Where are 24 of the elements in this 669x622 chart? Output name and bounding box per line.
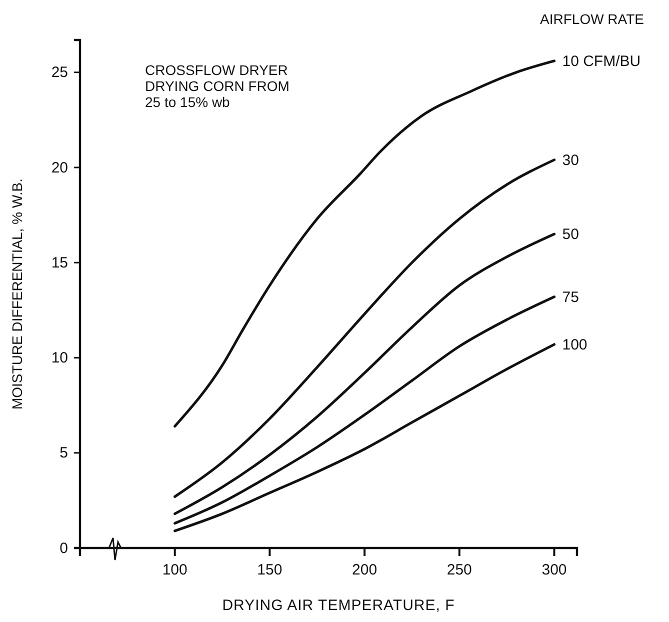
line-series [174, 158, 556, 498]
line-series [174, 343, 556, 532]
series-label: 100 [562, 336, 588, 354]
y-tick-label: 5 [60, 444, 68, 462]
x-tick-label: 150 [257, 562, 282, 579]
series-label: 50 [562, 226, 579, 244]
x-tick-label: 100 [162, 562, 188, 579]
y-tick-label: 20 [51, 159, 68, 176]
y-tick-label: 15 [51, 254, 68, 272]
line-series [174, 232, 556, 516]
y-axis-title: MOISTURE DIFFERENTIAL, % W.B. [9, 178, 25, 410]
x-axis-title: DRYING AIR TEMPERATURE, F [222, 597, 455, 614]
x-tick-label: 300 [542, 562, 567, 579]
series-label: 10 CFM/BU [562, 52, 641, 70]
y-tick-label: 0 [60, 540, 68, 557]
x-tick-label: 200 [352, 562, 378, 579]
y-tick-label: 25 [51, 64, 68, 82]
y-tick-label: 10 [51, 350, 68, 367]
annotation: CROSSFLOW DRYER DRYING CORN FROM 25 to 15% wb [145, 62, 290, 110]
series-label: 75 [562, 288, 579, 306]
series-label: 30 [562, 152, 579, 169]
x-tick-label: 250 [446, 562, 472, 579]
line-series [174, 296, 556, 525]
legend-title: AIRFLOW RATE [540, 11, 644, 27]
